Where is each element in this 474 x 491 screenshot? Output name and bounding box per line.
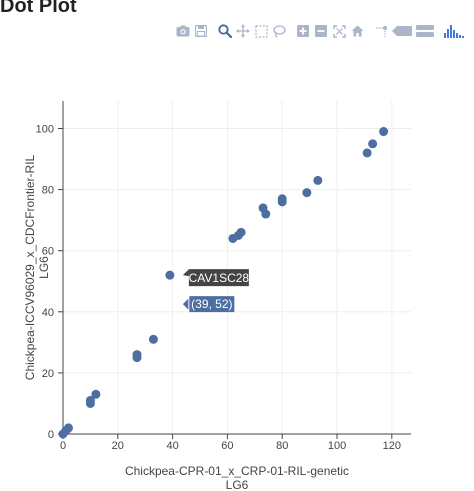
x-tick-labels: 0 20 40 60 80 100 120 (60, 440, 401, 452)
x-tick-label: 120 (383, 440, 401, 452)
data-point (132, 350, 142, 360)
y-axis-title: LG6 (37, 256, 51, 279)
data-point (165, 270, 175, 280)
x-tick-label: 0 (60, 440, 66, 452)
y-tick-label: 20 (42, 368, 54, 380)
x-tick-label: 20 (112, 440, 124, 452)
hover-value-label: (39, 52) (191, 297, 232, 311)
y-tick-label: 40 (42, 307, 54, 319)
zoom-icon[interactable] (218, 24, 232, 38)
data-point (148, 334, 158, 344)
y-tick-label: 100 (36, 123, 54, 135)
x-tick-label: 100 (328, 440, 346, 452)
x-axis-title: Chickpea-CPR-01_x_CRP-01-RIL-genetic (125, 464, 349, 478)
y-tick-label: 60 (42, 246, 54, 258)
hover-compare-icon[interactable] (416, 24, 434, 38)
spike-lines-icon[interactable] (374, 24, 388, 38)
x-tick-label: 40 (166, 440, 178, 452)
zoom-in-icon[interactable] (296, 24, 310, 38)
data-point (313, 175, 323, 185)
data-point (302, 188, 312, 198)
hover-value-box (188, 295, 236, 314)
hover-name-label: CAV1SC28 (189, 271, 250, 285)
plotly-logo-icon[interactable] (444, 24, 464, 38)
chart-modebar (176, 22, 468, 40)
zoom-out-icon[interactable] (314, 24, 328, 38)
data-point (379, 127, 389, 137)
data-point (368, 139, 378, 149)
x-axis-title: LG6 (226, 478, 249, 491)
y-tick-label: 80 (42, 185, 54, 197)
hover-name-pointer (182, 269, 189, 277)
data-point (63, 423, 73, 433)
data-point (362, 148, 372, 158)
data-point (236, 227, 246, 237)
page-title: Dot Plot (0, 0, 77, 17)
x-tick-label: 80 (276, 440, 288, 452)
hover-closest-icon[interactable] (392, 24, 412, 38)
data-points (58, 127, 389, 439)
y-tick-label: 0 (48, 429, 54, 441)
camera-icon[interactable] (176, 24, 190, 38)
y-tick-labels: 0 20 40 60 80 100 (36, 123, 54, 441)
hover-value-pointer (182, 298, 189, 311)
save-icon[interactable] (194, 24, 208, 38)
home-icon[interactable] (350, 24, 364, 38)
y-axis-title: Chickpea-ICCV96029_x_CDCFrontier-RIL (23, 154, 37, 380)
autoscale-icon[interactable] (332, 24, 346, 38)
hover-name-box (188, 269, 249, 287)
data-point (85, 395, 95, 405)
lasso-icon[interactable] (272, 24, 286, 38)
box-select-icon[interactable] (254, 24, 268, 38)
data-point (277, 194, 287, 204)
data-point (91, 389, 101, 399)
hover-tooltip: CAV1SC28 (39, 52) (182, 269, 250, 314)
grid-lines (63, 101, 411, 434)
axis-titles: Chickpea-CPR-01_x_CRP-01-RIL-geneticLG6C… (23, 154, 349, 491)
x-tick-label: 60 (221, 440, 233, 452)
data-point (261, 209, 271, 219)
pan-icon[interactable] (236, 24, 250, 38)
